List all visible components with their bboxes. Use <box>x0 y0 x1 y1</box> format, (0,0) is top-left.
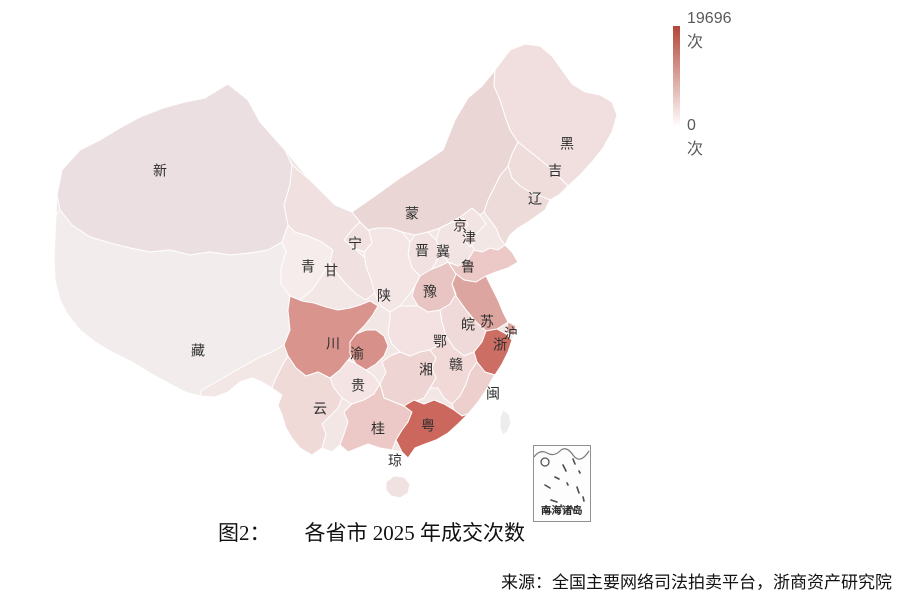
province-label-jilin: 吉 <box>548 163 562 179</box>
province-label-gansu: 甘 <box>324 263 338 279</box>
province-ningxia[interactable] <box>343 221 373 253</box>
province-label-shandong: 鲁 <box>461 259 475 275</box>
province-label-guangdong: 粤 <box>421 418 435 434</box>
province-shanghai[interactable] <box>505 321 517 337</box>
province-label-xizang: 藏 <box>191 343 205 359</box>
province-label-jiangxi: 赣 <box>449 357 463 373</box>
province-label-xinjiang: 新 <box>153 163 167 179</box>
province-hainan[interactable] <box>385 475 411 499</box>
province-label-hubei: 鄂 <box>433 334 447 350</box>
colorbar-gradient <box>673 26 680 127</box>
province-label-chongqing: 渝 <box>350 346 364 362</box>
province-yunnan[interactable] <box>271 355 343 456</box>
province-label-shanxi: 晋 <box>415 243 429 259</box>
province-label-fujian: 闽 <box>486 386 500 402</box>
province-chongqing[interactable] <box>349 329 389 371</box>
province-heilongjiang[interactable] <box>493 43 618 187</box>
province-label-sichuan: 川 <box>326 336 340 352</box>
province-label-qinghai: 青 <box>301 259 315 275</box>
province-liaoning[interactable] <box>483 165 551 246</box>
province-guangdong[interactable] <box>395 399 469 459</box>
province-label-shanghai: 沪 <box>504 326 518 342</box>
province-label-liaoning: 辽 <box>528 191 542 207</box>
figure-caption: 图2： 各省市 2025 年成交次数 <box>218 517 525 547</box>
province-beijing[interactable] <box>454 217 469 232</box>
source-note: 来源：全国主要网络司法拍卖平台，浙商资产研究院 <box>501 573 892 592</box>
inset-label: 南海诸岛 <box>541 506 583 517</box>
province-hunan[interactable] <box>379 349 437 407</box>
province-label-neimenggu: 蒙 <box>405 206 419 222</box>
colorbar-min-label: 0次 <box>687 117 704 158</box>
province-label-henan: 豫 <box>423 284 437 300</box>
province-label-yunnan: 云 <box>313 401 327 417</box>
province-label-jiangsu: 苏 <box>480 314 494 330</box>
province-label-heilongjiang: 黑 <box>560 136 574 152</box>
province-tianjin[interactable] <box>464 230 476 248</box>
province-label-tianjin: 津 <box>462 230 476 246</box>
inset-islands-map <box>533 448 590 513</box>
province-label-hainan: 琼 <box>388 453 402 469</box>
province-label-beijing: 京 <box>453 218 467 234</box>
province-label-hunan: 湘 <box>419 362 433 378</box>
province-zhejiang[interactable] <box>473 328 513 376</box>
province-label-ningxia: 宁 <box>348 236 362 252</box>
province-xinjiang[interactable] <box>56 83 293 256</box>
province-label-hebei: 冀 <box>436 244 450 260</box>
province-label-anhui: 皖 <box>461 317 475 333</box>
colorbar-max-label: 19696次 <box>687 10 732 51</box>
province-label-zhejiang: 浙 <box>493 337 507 353</box>
figure-title: 各省市 2025 年成交次数 <box>304 521 526 545</box>
province-label-guizhou: 贵 <box>351 378 365 394</box>
province-label-guangxi: 桂 <box>371 421 385 437</box>
figure-number: 图2： <box>218 521 271 545</box>
province-taiwan[interactable] <box>499 409 512 436</box>
province-label-shaanxi: 陕 <box>377 288 391 304</box>
south-china-sea-inset: 南海诸岛 <box>533 445 591 522</box>
